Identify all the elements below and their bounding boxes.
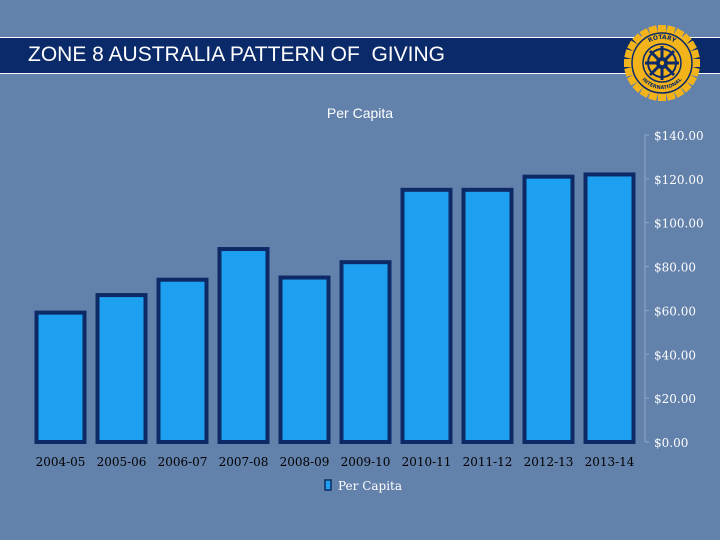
- x-tick-label: 2009-10: [341, 455, 391, 469]
- x-tick-label: 2004-05: [36, 455, 86, 469]
- y-tick-label: $20.00: [654, 392, 696, 406]
- x-tick-label: 2011-12: [463, 455, 513, 469]
- y-tick-label: $120.00: [654, 173, 704, 187]
- bar-2011-12: [461, 187, 514, 444]
- x-tick-label: 2006-07: [158, 455, 208, 469]
- y-tick-label: $0.00: [654, 436, 688, 450]
- chart-legend: Per Capita: [324, 479, 402, 493]
- bar-2007-08: [217, 247, 270, 444]
- rotary-wheel-icon: ROTARY INTERNATIONAL: [624, 25, 700, 101]
- bar-2013-14: [583, 172, 636, 444]
- bar-2005-06: [95, 293, 148, 444]
- y-tick-label: $60.00: [654, 304, 696, 318]
- bar-2009-10: [339, 260, 392, 444]
- y-tick-label: $80.00: [654, 261, 696, 275]
- legend-swatch: [324, 479, 332, 491]
- y-tick-label: $40.00: [654, 348, 696, 362]
- rotary-logo: ROTARY INTERNATIONAL: [624, 25, 700, 101]
- x-tick-label: 2008-09: [280, 455, 330, 469]
- y-tick-label: $100.00: [654, 217, 704, 231]
- slide-title: ZONE 8 AUSTRALIA PATTERN OF GIVING: [28, 43, 445, 66]
- legend-label: Per Capita: [338, 479, 402, 493]
- bar-2012-13: [522, 174, 575, 445]
- x-tick-label: 2005-06: [97, 455, 147, 469]
- y-tick-label: $140.00: [654, 129, 704, 143]
- logo-text-top: ROTARY: [647, 34, 678, 45]
- x-tick-label: 2007-08: [219, 455, 269, 469]
- chart-title: Per Capita: [327, 105, 393, 121]
- bar-2010-11: [400, 187, 453, 444]
- title-bar: ZONE 8 AUSTRALIA PATTERN OF GIVING: [0, 37, 720, 74]
- bar-2004-05: [34, 310, 87, 444]
- x-tick-label: 2010-11: [402, 455, 452, 469]
- bar-2006-07: [156, 277, 209, 444]
- per-capita-bar-chart: Per Capita $0.00 $20.00 $40.00 $60.00 $80.00…: [34, 105, 704, 493]
- x-tick-label: 2012-13: [524, 455, 574, 469]
- bar-2008-09: [278, 275, 331, 444]
- x-tick-label: 2013-14: [585, 455, 635, 469]
